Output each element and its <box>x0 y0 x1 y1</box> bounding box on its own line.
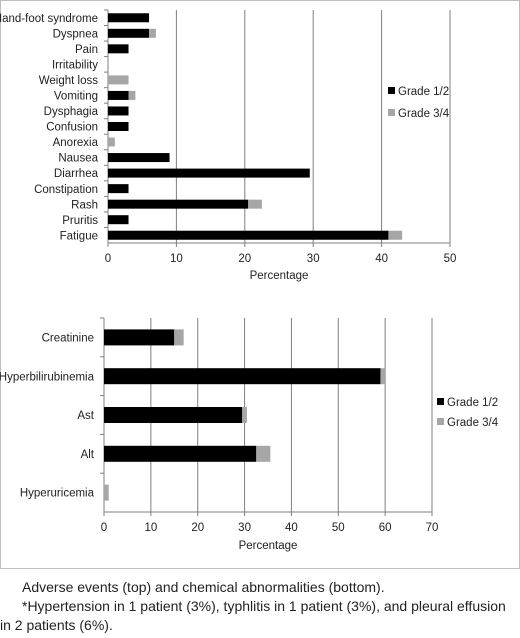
category-label: Weight loss <box>39 75 98 87</box>
category-label: Confusion <box>46 122 98 134</box>
bar-grade-1-2 <box>104 329 175 346</box>
x-tick-label: 60 <box>379 522 392 534</box>
bar-grade-3-4 <box>242 407 247 423</box>
legend-label: Grade 1/2 <box>398 86 449 98</box>
chart-2: 0 10 20 30 40 50 60 70 Creatinine Hyperbilirubine… <box>0 317 499 552</box>
bar-grade-3-4 <box>108 137 115 147</box>
caption-line-2: *Hypertension in 1 patient (3%), typhlit… <box>0 598 506 633</box>
bar-grade-3-4 <box>128 90 136 100</box>
x-tick-label: 0 <box>105 253 111 265</box>
category-label: Constipation <box>34 184 98 196</box>
category-label: Dyspnea <box>53 28 99 40</box>
legend-label: Grade 3/4 <box>447 417 499 429</box>
bar-grade-1-2 <box>108 44 129 54</box>
bar-grade-1-2 <box>108 28 150 38</box>
figure-frame <box>0 0 520 569</box>
category-label: Diarrhea <box>54 168 99 180</box>
bar-grade-1-2 <box>108 13 150 23</box>
bar-grade-1-2 <box>108 215 129 225</box>
category-label: Hand-foot syndrome <box>0 13 98 25</box>
legend-label: Grade 3/4 <box>398 108 450 120</box>
bar-grade-3-4 <box>248 199 262 209</box>
bar-grade-3-4 <box>149 28 156 38</box>
category-label: Dysphagia <box>44 106 99 118</box>
bar-grade-1-2 <box>104 368 381 385</box>
x-axis-label: Percentage <box>250 270 309 282</box>
category-label: Vomiting <box>54 91 98 103</box>
category-label: Fatigue <box>60 230 98 242</box>
legend-label: Grade 1/2 <box>447 397 498 409</box>
category-label: Hyperuricemia <box>20 488 95 500</box>
bar-grade-1-2 <box>108 230 389 240</box>
category-label: Alt <box>81 449 95 461</box>
legend-swatch <box>437 398 444 405</box>
category-label: Hyperbilirubinemia <box>0 371 95 383</box>
category-label: Pain <box>75 44 98 56</box>
category-label: Anorexia <box>53 137 99 149</box>
category-label: Ast <box>77 410 94 422</box>
bar-grade-3-4 <box>174 329 184 346</box>
x-tick-label: 40 <box>285 522 298 534</box>
bar-grade-1-2 <box>108 199 249 209</box>
x-tick-label: 20 <box>238 253 251 265</box>
category-label: Nausea <box>58 153 98 165</box>
bar-grade-1-2 <box>108 168 310 178</box>
x-tick-label: 10 <box>170 253 183 265</box>
legend-swatch <box>388 109 395 116</box>
bar-grade-1-2 <box>108 90 129 100</box>
figure-caption: Adverse events (top) and chemical abnorm… <box>0 578 516 635</box>
x-tick-label: 10 <box>144 522 157 534</box>
category-label: Pruritis <box>62 215 98 227</box>
x-tick-label: 50 <box>444 253 457 265</box>
x-tick-label: 40 <box>375 253 388 265</box>
x-axis-label: Percentage <box>239 540 298 552</box>
legend-swatch <box>437 418 444 425</box>
charts-canvas: 0 10 20 30 40 50 Hand-foot syndrome Dyspnea Pain… <box>0 9 499 552</box>
x-tick-label: 0 <box>101 522 107 534</box>
x-tick-label: 50 <box>332 522 345 534</box>
bar-grade-1-2 <box>104 445 257 462</box>
caption-line-1: Adverse events (top) and chemical abnorm… <box>22 579 385 595</box>
bar-grade-3-4 <box>108 75 129 85</box>
bar-grade-3-4 <box>380 368 386 385</box>
bar-grade-1-2 <box>108 106 129 116</box>
bar-grade-3-4 <box>256 445 271 462</box>
bar-grade-1-2 <box>108 184 129 194</box>
bar-grade-1-2 <box>108 122 129 131</box>
x-tick-label: 30 <box>307 253 320 265</box>
x-tick-label: 30 <box>238 522 251 534</box>
category-label: Irritability <box>52 60 98 72</box>
chart-1: 0 10 20 30 40 50 Hand-foot syndrome Dyspnea Pain… <box>0 9 457 282</box>
bar-grade-3-4 <box>388 230 403 240</box>
category-label: Rash <box>71 199 98 211</box>
bar-grade-3-4 <box>104 484 109 501</box>
legend-swatch <box>388 87 395 94</box>
category-label: Creatinine <box>42 333 94 345</box>
x-tick-label: 70 <box>426 522 439 534</box>
bar-grade-1-2 <box>104 407 243 423</box>
bar-grade-1-2 <box>108 153 170 163</box>
x-tick-label: 20 <box>191 522 204 534</box>
